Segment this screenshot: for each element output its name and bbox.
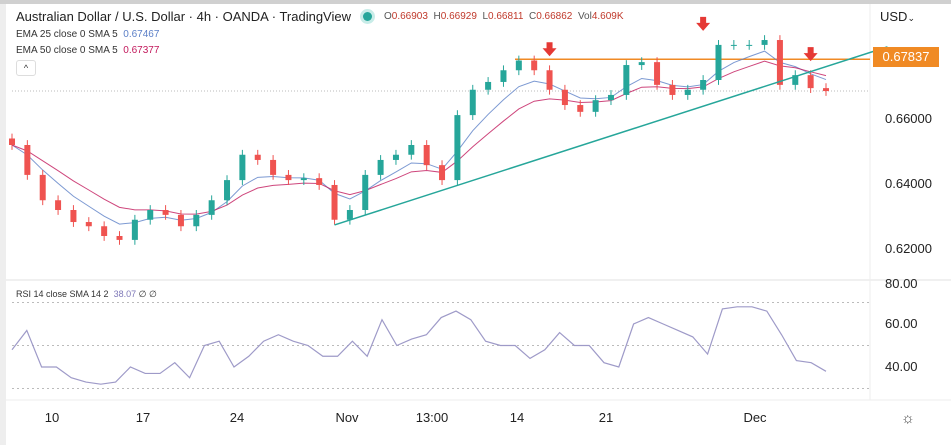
candle-body [392,154,399,160]
candle-body [469,89,476,116]
price-tick: 0.62000 [885,241,932,256]
candle-body [331,184,338,220]
time-tick: Nov [335,410,359,425]
candle-body [715,44,722,80]
top-border [0,0,951,4]
rsi-legend[interactable]: RSI 14 close SMA 14 2 38.07 ∅ ∅ [16,289,157,299]
ema50-line [11,60,827,215]
price-tick: 0.66000 [885,111,932,126]
candle-body [592,100,599,112]
time-tick: 13:00 [415,410,449,425]
time-tick: 21 [598,410,614,425]
candle-body [147,210,154,220]
candle-body [654,62,661,85]
chevron-up-icon: ^ [23,63,29,73]
candle-body [623,65,630,95]
candle-body [577,105,584,112]
candle-body [515,60,522,71]
symbol-title[interactable]: Australian Dollar / U.S. Dollar · 4h · O… [16,9,351,24]
price-tick: 0.64000 [885,176,932,191]
ema50-legend[interactable]: EMA 50 close 0 SMA 5 0.67377 [16,45,160,56]
candle-body [254,154,261,160]
left-border [0,4,6,445]
currency-selector[interactable]: USD⌄ [880,9,915,24]
candle-body [24,145,31,175]
candle-body [561,89,568,106]
candle-body [423,145,430,166]
rsi-tick: 80.00 [885,276,918,291]
candle-body [377,159,384,175]
candle-body [193,214,200,227]
candle-body [792,75,799,85]
candle-body [131,219,138,240]
candle-body [485,81,492,90]
candle-body [224,180,231,201]
red-down-arrow-icon [696,16,711,31]
chart-header: Australian Dollar / U.S. Dollar · 4h · O… [16,9,624,24]
time-tick: 17 [135,410,151,425]
candle-body [823,88,829,92]
candle-body [638,62,645,66]
candle-body [300,178,307,181]
collapse-legend-button[interactable]: ^ [16,60,36,76]
time-tick: Dec [743,410,767,425]
time-tick: 14 [509,410,525,425]
candle-body [162,210,169,215]
candle-body [669,84,676,95]
candle-body [730,44,737,46]
candle-body [746,44,753,46]
ema25-legend[interactable]: EMA 25 close 0 SMA 5 0.67467 [16,29,160,40]
candle-body [270,159,277,175]
rsi-tick: 40.00 [885,359,918,374]
candle-body [776,40,783,85]
red-down-arrow-icon [803,47,818,62]
candle-body [239,154,246,181]
market-status-dot [363,12,372,21]
time-tick: 24 [229,410,245,425]
chevron-down-icon: ⌄ [907,13,915,23]
candle-body [39,174,46,201]
candle-body [684,89,691,95]
candle-body [208,200,215,215]
current-price-badge: 0.67837 [873,47,939,67]
candle-body [500,70,507,82]
candle-body [116,236,123,240]
candle-body [70,210,77,223]
candle-body [454,115,461,181]
candle-body [700,80,707,90]
candle-body [439,165,446,181]
red-down-arrow-icon [542,42,557,57]
candle-body [285,174,292,181]
candle-body [85,222,92,227]
candle-body [531,60,538,71]
support-trendline [334,46,888,226]
candle-body [9,138,15,145]
candle-body [362,174,369,210]
candle-body [807,75,814,89]
ohlc-readout: O0.66903 H0.66929 L0.66811 C0.66862 Vol4… [384,11,624,22]
candle-body [761,40,768,45]
candle-body [55,200,62,210]
candle-body [101,226,108,236]
candle-body [546,70,553,90]
candle-body [316,178,323,185]
candle-body [346,210,353,220]
rsi-line [11,306,827,385]
candle-body [607,94,614,101]
candle-body [177,214,184,227]
time-tick: 10 [44,410,60,425]
gear-icon[interactable]: ☼ [901,410,915,427]
candle-body [408,145,415,155]
rsi-tick: 60.00 [885,316,918,331]
